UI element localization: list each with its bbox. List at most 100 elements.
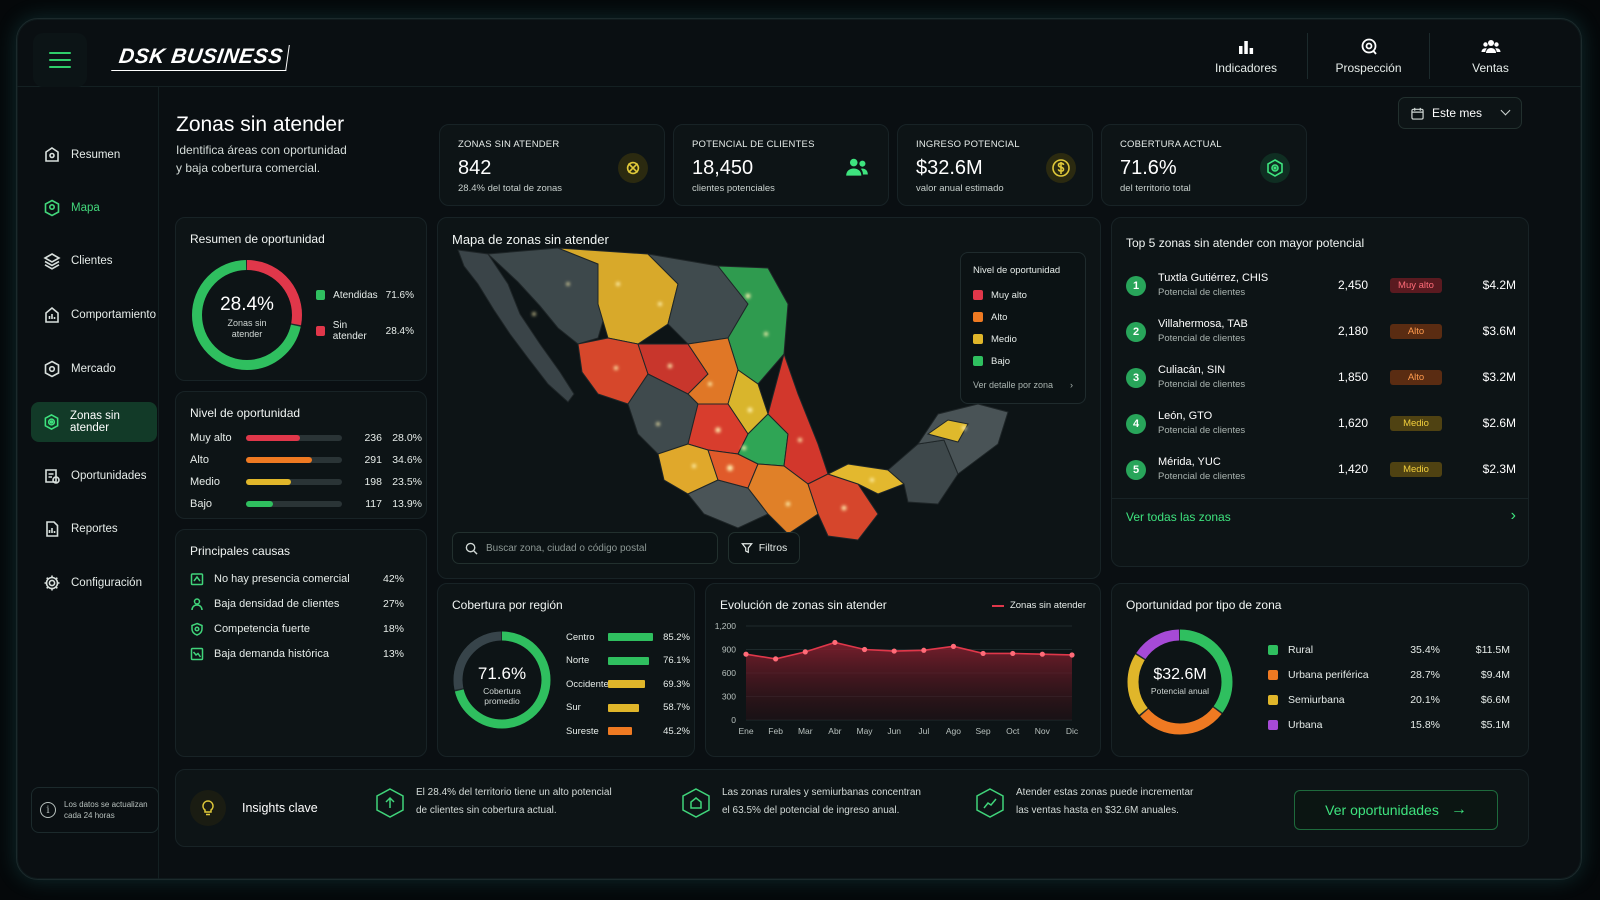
panel-title: Resumen de oportunidad <box>190 232 325 246</box>
zone-sub: Potencial de clientes <box>1158 425 1246 436</box>
sidebar-item-configuracion[interactable]: Configuración <box>31 563 157 603</box>
zone-money: $4.2M <box>1482 278 1516 292</box>
sidebar-item-mapa[interactable]: Mapa <box>31 188 157 228</box>
cause-label: Competencia fuerte <box>214 623 310 635</box>
panel-title: Nivel de oportunidad <box>190 406 301 420</box>
insight-item: Las zonas rurales y semiurbanas concentr… <box>682 784 921 820</box>
data-point <box>773 656 779 662</box>
zone-name: Mérida, YUC <box>1158 456 1221 468</box>
topnav-indicadores[interactable]: Indicadores <box>1185 33 1307 79</box>
x-tick-label: Dic <box>1066 726 1079 736</box>
chevron-down-icon <box>1500 105 1511 116</box>
evolucion-chart: 0 300 600 900 1,200 Ene Feb Mar Abr May Jun Jul Ago S… <box>715 621 1079 736</box>
sidebar-item-clientes[interactable]: Clientes <box>31 241 157 281</box>
zone-sub: Potencial de clientes <box>1158 379 1246 390</box>
kpi-card-ingreso: INGRESO POTENCIAL $32.6M valor anual est… <box>897 124 1093 206</box>
nivel-pct: 28.0% <box>392 432 422 444</box>
y-tick-label: 1,200 <box>715 621 737 631</box>
topnav-prospeccion[interactable]: Prospección <box>1307 33 1429 79</box>
period-select[interactable]: Este mes <box>1398 97 1522 129</box>
tipo-zona-label: Urbana periférica <box>1288 669 1369 681</box>
x-tick-label: Sep <box>976 726 991 736</box>
legend-swatch <box>1268 670 1278 680</box>
nivel-panel: Nivel de oportunidad Muy alto 236 28.0% Alt… <box>175 391 427 519</box>
donut-segment <box>192 260 302 370</box>
topnav-ventas[interactable]: Ventas <box>1429 33 1551 79</box>
legend-swatch <box>1268 645 1278 655</box>
resumen-donut <box>192 260 302 370</box>
top5-row[interactable]: 1 Tuxtla Gutiérrez, CHIS Potencial de clie… <box>1126 268 1516 308</box>
legend-label: Medio <box>991 333 1017 345</box>
region-bar <box>608 656 649 665</box>
region-bar-track <box>608 633 656 641</box>
hamburger-menu-button[interactable] <box>33 33 87 87</box>
topnav-label: Ventas <box>1472 61 1509 75</box>
legend-swatch <box>991 604 1004 607</box>
top5-row[interactable]: 4 León, GTO Potencial de clientes 1,620 Medi… <box>1126 406 1516 446</box>
y-tick-label: 600 <box>722 668 736 678</box>
insight-item: Atender estas zonas puede incrementar las… <box>976 784 1193 820</box>
layers-icon <box>43 253 61 270</box>
ver-todas-label: Ver todas las zonas <box>1126 510 1231 524</box>
zone-sub: Potencial de clientes <box>1158 287 1246 298</box>
x-tick-label: May <box>857 726 874 736</box>
top-bar: DSK BUSINESS Indicadores Prospección Ven… <box>17 19 1581 87</box>
sidebar-item-resumen[interactable]: Resumen <box>31 135 157 175</box>
legend-label: Sin atender <box>332 320 367 342</box>
tipo-zona-money: $6.6M <box>1480 694 1510 706</box>
chart-box-icon <box>45 306 59 323</box>
map-region[interactable] <box>916 403 1009 475</box>
nivel-label: Bajo <box>190 498 213 510</box>
map-search-input[interactable]: Buscar zona, ciudad o código postal <box>452 532 718 564</box>
chart-title: Evolución de zonas sin atender <box>720 598 887 612</box>
nivel-bar-track <box>246 501 342 507</box>
top5-row[interactable]: 3 Culiacán, SIN Potencial de clientes 1,850… <box>1126 360 1516 400</box>
tipo-zona-money: $9.4M <box>1480 669 1510 681</box>
tipo-zona-label: Urbana <box>1288 719 1323 731</box>
data-point <box>832 639 838 646</box>
page-subtitle-line: Identifica áreas con oportunidad <box>176 143 347 157</box>
tipo-zona-donut <box>1127 629 1233 735</box>
home-icon <box>45 147 59 162</box>
cause-item: No hay presencia comercial 42% <box>190 570 404 588</box>
top5-row[interactable]: 5 Mérida, YUC Potencial de clientes 1,420 Me… <box>1126 452 1516 492</box>
legend-swatch <box>973 290 983 300</box>
panel-title: Mapa de zonas sin atender <box>452 232 609 247</box>
ver-todas-link[interactable]: Ver todas las zonas › <box>1126 508 1516 525</box>
hexagon-up-icon <box>376 788 404 818</box>
zone-name: León, GTO <box>1158 410 1213 422</box>
sidebar-item-mercado[interactable]: Mercado <box>31 349 157 389</box>
panel-title: Top 5 zonas sin atender con mayor potenc… <box>1126 236 1365 250</box>
sidebar-item-oportunidades[interactable]: Oportunidades <box>31 456 157 496</box>
nivel-label: Muy alto <box>190 432 232 444</box>
region-label: Sureste <box>566 725 599 737</box>
data-point <box>980 650 986 657</box>
donut-center-label: Cobertura promedio <box>483 686 521 706</box>
nivel-count: 236 <box>364 432 382 444</box>
ver-oportunidades-button[interactable]: Ver oportunidades → <box>1294 790 1498 830</box>
region-row: Centro 85.2% <box>566 630 690 644</box>
y-tick-label: 0 <box>731 715 736 725</box>
sidebar-item-reportes[interactable]: Reportes <box>31 509 157 549</box>
target-icon <box>1260 153 1290 183</box>
legend-swatch <box>316 326 325 336</box>
legend-pct: 71.6% <box>385 289 414 301</box>
region-pct: 45.2% <box>663 725 690 737</box>
nivel-pct: 34.6% <box>392 454 422 466</box>
kpi-value: 842 <box>458 157 492 179</box>
top5-row[interactable]: 2 Villahermosa, TAB Potencial de clientes 2… <box>1126 314 1516 354</box>
search-icon <box>465 542 478 555</box>
donut-center-value: 28.4% <box>220 294 274 315</box>
map-panel: Mapa de zonas sin atender <box>437 217 1101 579</box>
sidebar-item-zonas-sin-atender[interactable]: Zonas sin atender <box>31 402 157 442</box>
mexico-map[interactable] <box>448 244 1068 564</box>
top5-panel: Top 5 zonas sin atender con mayor potenc… <box>1111 217 1529 567</box>
filters-button[interactable]: Filtros <box>728 532 800 564</box>
map-region[interactable] <box>926 419 969 443</box>
sidebar-item-comportamiento[interactable]: Comportamiento <box>31 295 157 335</box>
map-detail-link[interactable]: Ver detalle por zona › <box>973 380 1073 390</box>
data-point <box>802 649 808 655</box>
zone-sub: Potencial de clientes <box>1158 471 1246 482</box>
map-region[interactable] <box>457 249 575 403</box>
kpi-sub: valor anual estimado <box>916 183 1004 194</box>
